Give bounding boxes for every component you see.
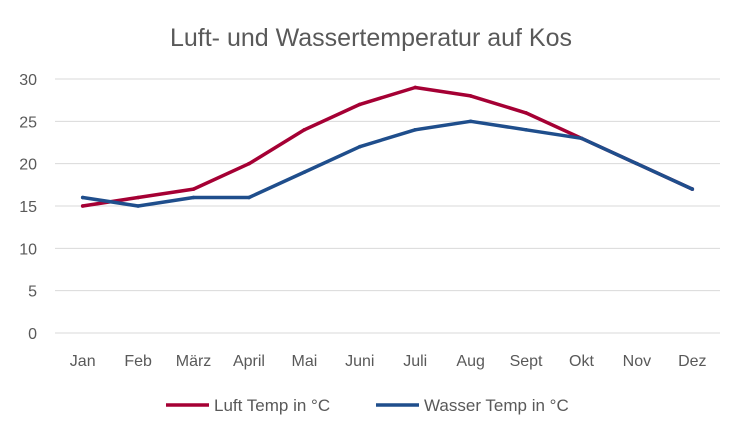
y-tick-label: 0 — [28, 326, 37, 343]
y-tick-label: 5 — [28, 284, 37, 301]
x-tick-label: Jan — [70, 353, 96, 370]
y-axis-ticks: 0 5 10 15 20 25 30 — [19, 72, 37, 343]
data-point — [690, 187, 695, 191]
x-tick-label: Juli — [403, 353, 427, 370]
x-axis-ticks: Jan Feb März April Mai Juni Juli Aug Sept Okt Nov D… — [70, 353, 707, 370]
data-point — [191, 187, 196, 191]
x-tick-label: April — [233, 353, 265, 370]
series-lines — [80, 85, 695, 208]
x-tick-label: März — [176, 353, 212, 370]
x-tick-label: Okt — [569, 353, 594, 370]
x-tick-label: Mai — [291, 353, 317, 370]
gridlines — [55, 78, 720, 334]
data-point — [302, 170, 307, 174]
data-point — [413, 128, 418, 132]
data-point — [468, 119, 473, 124]
data-point — [357, 102, 362, 107]
legend-label: Wasser Temp in °C — [424, 396, 569, 415]
data-point — [302, 128, 307, 132]
data-point — [247, 195, 251, 200]
data-point — [357, 144, 362, 149]
x-tick-label: Aug — [456, 353, 484, 370]
data-point — [524, 111, 528, 115]
data-point — [191, 195, 196, 200]
data-point — [80, 204, 85, 208]
data-point — [468, 94, 473, 98]
x-tick-label: Feb — [124, 353, 152, 370]
y-tick-label: 15 — [19, 199, 37, 216]
data-point — [413, 85, 418, 90]
y-tick-label: 20 — [19, 157, 37, 174]
data-point — [635, 161, 639, 166]
legend: Luft Temp in °C Wasser Temp in °C — [166, 396, 569, 415]
data-point — [524, 128, 528, 132]
chart-title: Luft- und Wassertemperatur auf Kos — [170, 24, 572, 52]
series-line-wasser — [80, 119, 695, 208]
y-tick-label: 25 — [19, 114, 37, 131]
x-tick-label: Nov — [623, 353, 651, 370]
data-point — [247, 161, 251, 166]
y-tick-label: 10 — [19, 241, 37, 258]
x-tick-label: Dez — [678, 353, 706, 370]
x-tick-label: Juni — [345, 353, 374, 370]
data-point — [80, 195, 85, 200]
data-point — [136, 195, 140, 200]
y-tick-label: 30 — [19, 72, 37, 89]
legend-label: Luft Temp in °C — [214, 396, 330, 415]
x-tick-label: Sept — [510, 353, 543, 370]
data-point — [136, 204, 140, 208]
data-point — [579, 136, 584, 141]
